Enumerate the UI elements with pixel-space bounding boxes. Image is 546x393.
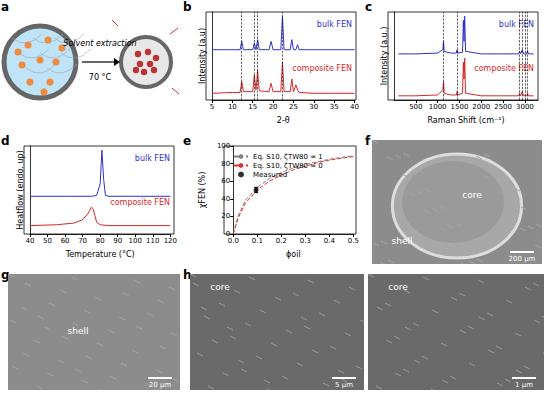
svg-text:0.5: 0.5 [348, 237, 359, 245]
svg-text:1 µm: 1 µm [515, 381, 533, 389]
svg-text:120: 120 [164, 237, 177, 245]
html-text:d: d [1, 134, 10, 148]
svg-text:0.3: 0.3 [300, 237, 311, 245]
svg-text:40: 40 [26, 237, 35, 245]
html-text:e: e [183, 134, 192, 148]
svg-text:shell: shell [68, 326, 89, 336]
html-text:c: c [365, 0, 373, 14]
svg-text:100: 100 [129, 237, 142, 245]
svg-text:100: 100 [217, 142, 230, 150]
svg-text:Solvent extraction: Solvent extraction [63, 39, 136, 48]
svg-text:Measured: Measured [253, 171, 287, 179]
svg-text:1000: 1000 [429, 103, 447, 111]
svg-text:2500: 2500 [494, 103, 512, 111]
svg-text:0.4: 0.4 [324, 237, 336, 245]
svg-text:Raman Shift (cm⁻¹): Raman Shift (cm⁻¹) [427, 116, 504, 125]
svg-text:70 °C: 70 °C [89, 73, 112, 82]
svg-text:20: 20 [269, 103, 278, 111]
html-text:h: h [183, 268, 192, 282]
svg-text:80: 80 [221, 160, 230, 168]
svg-text:2-θ: 2-θ [277, 116, 290, 125]
html-text:a: a [1, 0, 10, 14]
svg-text:50: 50 [43, 237, 52, 245]
svg-text:Temperature (°C): Temperature (°C) [65, 250, 135, 259]
svg-text:shell: shell [392, 236, 413, 246]
html-text:g: g [1, 268, 10, 282]
svg-text:Intensity (a.u): Intensity (a.u) [198, 28, 207, 84]
html-text:f: f [365, 134, 371, 148]
svg-text:25: 25 [289, 103, 298, 111]
svg-text:bulk FEN: bulk FEN [135, 154, 170, 163]
svg-text:15: 15 [248, 103, 257, 111]
svg-text:90: 90 [113, 237, 122, 245]
svg-text:0.0: 0.0 [228, 237, 239, 245]
svg-text:1500: 1500 [451, 103, 469, 111]
svg-text:5: 5 [210, 103, 214, 111]
svg-text:bulk FEN: bulk FEN [499, 20, 534, 29]
svg-text:80: 80 [96, 237, 105, 245]
svg-text:200 µm: 200 µm [509, 255, 536, 263]
svg-text:core: core [388, 282, 408, 292]
svg-text:40: 40 [221, 195, 230, 203]
svg-text:core: core [462, 190, 482, 200]
svg-text:70: 70 [78, 237, 87, 245]
svg-text:60: 60 [61, 237, 70, 245]
svg-text:3000: 3000 [516, 103, 534, 111]
svg-text:composite FEN: composite FEN [110, 198, 170, 207]
svg-text:110: 110 [146, 237, 159, 245]
svg-text:0: 0 [225, 230, 231, 238]
svg-text:composite FEN: composite FEN [292, 64, 352, 73]
svg-text:composite FEN: composite FEN [474, 64, 534, 73]
svg-text:30: 30 [309, 103, 318, 111]
svg-text:500: 500 [409, 103, 422, 111]
svg-text:Heatflow (endo. up): Heatflow (endo. up) [16, 150, 25, 229]
svg-text:ϕoil: ϕoil [286, 250, 301, 259]
svg-text:0.2: 0.2 [276, 237, 287, 245]
html-text:b: b [183, 0, 192, 14]
svg-text:Eq. S10, ζTW80 = 0: Eq. S10, ζTW80 = 0 [253, 162, 323, 170]
svg-text:20 µm: 20 µm [149, 381, 172, 389]
svg-text:bulk FEN: bulk FEN [317, 20, 352, 29]
svg-text:20: 20 [221, 212, 230, 220]
svg-text:5 µm: 5 µm [335, 381, 353, 389]
svg-text:0.1: 0.1 [252, 237, 263, 245]
svg-text:χFEN (%): χFEN (%) [198, 172, 207, 209]
svg-text:40: 40 [350, 103, 359, 111]
svg-text:60: 60 [221, 177, 230, 185]
svg-text:10: 10 [228, 103, 237, 111]
svg-text:35: 35 [330, 103, 339, 111]
svg-text:2000: 2000 [472, 103, 490, 111]
svg-text:Eq. S10, ζTW80 = 1: Eq. S10, ζTW80 = 1 [253, 153, 323, 161]
svg-text:core: core [210, 282, 230, 292]
svg-text:Intensity (a.u.): Intensity (a.u.) [380, 27, 389, 86]
